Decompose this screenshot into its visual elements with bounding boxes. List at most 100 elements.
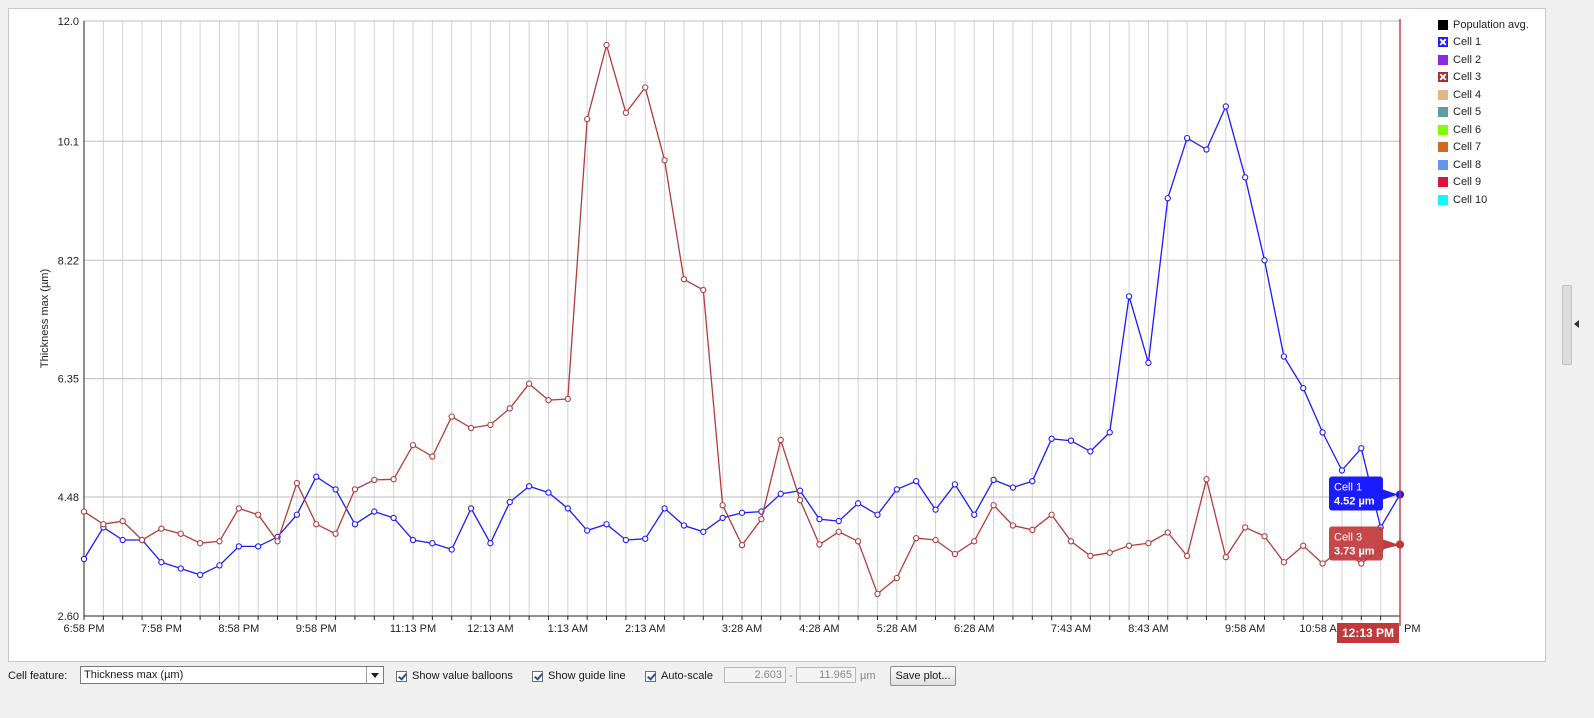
data-point [1145, 540, 1152, 547]
x-tick-label: 2:13 AM [625, 623, 665, 635]
x-tick-label: 6:58 PM [64, 623, 105, 635]
data-point [506, 405, 513, 412]
y-tick-label: 8.22 [58, 255, 79, 267]
auto-scale-checkbox[interactable] [645, 670, 656, 682]
legend-item[interactable]: Cell 1 [1438, 34, 1529, 52]
x-tick-label: 4:28 AM [799, 623, 839, 635]
value-balloon-title: Cell 3 [1334, 531, 1362, 543]
x-tick-label: 9:58 PM [296, 623, 337, 635]
data-point [584, 527, 591, 534]
legend-item[interactable]: Cell 7 [1438, 139, 1529, 157]
y-tick-label: 4.48 [58, 492, 79, 504]
data-point [1164, 195, 1171, 202]
data-point [119, 536, 126, 544]
save-plot-button[interactable]: Save plot... [890, 666, 956, 686]
data-point [622, 109, 630, 116]
data-point [1125, 542, 1133, 549]
legend-item[interactable]: Cell 10 [1438, 191, 1529, 209]
legend-item[interactable]: Cell 6 [1438, 121, 1529, 139]
show-value-balloons-toggle[interactable]: Show value balloons [396, 670, 513, 682]
value-balloon-box [1329, 526, 1383, 561]
legend-label: Cell 7 [1453, 141, 1482, 154]
legend-label: Cell 1 [1453, 36, 1482, 49]
data-point [719, 514, 726, 522]
legend-item[interactable]: Cell 9 [1438, 174, 1529, 192]
legend-swatch[interactable] [1438, 142, 1448, 153]
auto-scale-toggle[interactable]: Auto-scale [645, 670, 713, 682]
data-point [1164, 529, 1171, 536]
data-point [1358, 445, 1365, 452]
legend-item[interactable]: Cell 2 [1438, 51, 1529, 69]
legend-label: Cell 8 [1453, 158, 1482, 171]
legend-swatch[interactable] [1438, 177, 1448, 188]
legend-swatch[interactable] [1438, 54, 1448, 65]
data-point [255, 511, 262, 518]
data-point [332, 530, 339, 537]
data-point [642, 84, 649, 91]
legend-item[interactable]: Cell 5 [1438, 104, 1529, 122]
show-value-balloons-checkbox[interactable] [396, 670, 407, 682]
legend-swatch[interactable] [1438, 124, 1448, 135]
legend-label: Cell 4 [1453, 88, 1482, 101]
legend-swatch[interactable] [1438, 89, 1448, 100]
data-point [971, 511, 978, 518]
legend-swatch[interactable] [1438, 159, 1448, 170]
data-point [313, 521, 320, 528]
data-point [835, 528, 842, 535]
legend-label: Cell 9 [1453, 176, 1482, 189]
data-point [1106, 549, 1113, 556]
data-point [390, 476, 397, 483]
data-point [448, 546, 455, 553]
data-point [816, 516, 823, 523]
data-point [661, 157, 668, 164]
data-point [893, 486, 900, 493]
data-point [854, 538, 862, 545]
data-point [835, 517, 842, 525]
data-point [1048, 435, 1055, 442]
data-point [796, 497, 804, 504]
scrollbar-thumb[interactable] [1562, 285, 1572, 365]
legend-item[interactable]: Cell 8 [1438, 156, 1529, 174]
data-point [622, 536, 630, 544]
x-tick-label: 5:28 AM [877, 623, 917, 635]
legend-swatch[interactable] [1438, 107, 1448, 118]
legend-label: Cell 5 [1453, 106, 1482, 119]
data-point [564, 505, 571, 512]
collapse-arrow-icon[interactable] [1574, 320, 1579, 328]
value-balloon-value: 4.52 µm [1334, 495, 1375, 507]
show-guide-line-checkbox[interactable] [532, 670, 543, 682]
show-guide-line-toggle[interactable]: Show guide line [532, 670, 626, 682]
legend-swatch[interactable] [1438, 194, 1448, 205]
legend-checked-swatch[interactable] [1438, 37, 1448, 48]
data-point [893, 574, 900, 582]
data-point [758, 516, 765, 523]
data-point [158, 559, 165, 566]
data-point [951, 481, 959, 488]
legend-item[interactable]: Cell 3 [1438, 69, 1529, 87]
value-balloon-title: Cell 1 [1334, 481, 1362, 493]
x-tick-label: 10:58 AM [1299, 623, 1345, 635]
range-min-input[interactable]: 2.603 [724, 667, 786, 683]
data-point [351, 486, 359, 493]
range-max-input[interactable]: 11.965 [796, 667, 856, 683]
data-point [603, 521, 610, 528]
legend-item[interactable]: Population avg. [1438, 16, 1529, 34]
chevron-down-icon[interactable] [366, 667, 383, 683]
data-point [313, 473, 320, 480]
cell-feature-select[interactable]: Thickness max (µm) [80, 666, 384, 684]
x-tick-label: 3:28 AM [722, 623, 762, 635]
data-point [1300, 384, 1307, 392]
legend-checked-swatch[interactable] [1438, 72, 1448, 83]
data-point [680, 522, 688, 529]
data-point [467, 505, 475, 512]
data-point [409, 536, 417, 544]
data-point [1125, 293, 1133, 300]
guide-line-label-box [1337, 623, 1399, 643]
legend-swatch[interactable] [1438, 19, 1448, 30]
legend-label: Cell 3 [1453, 71, 1482, 84]
data-point [1067, 437, 1075, 444]
data-point [196, 540, 204, 547]
chart-svg[interactable]: 2.60 4.48 6.35 8.22 10.1 12.0 Thickness max (µ… [0, 0, 1594, 662]
legend-item[interactable]: Cell 4 [1438, 86, 1529, 104]
data-point [487, 540, 494, 547]
